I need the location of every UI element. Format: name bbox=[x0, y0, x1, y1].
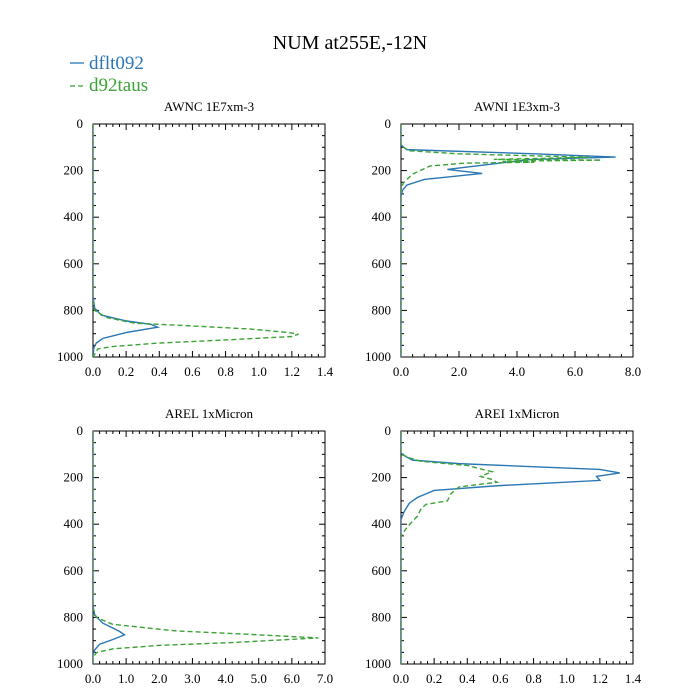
x-tick-label: 0.4 bbox=[459, 671, 476, 686]
x-tick-label: 0.0 bbox=[393, 364, 409, 379]
y-tick-label: 1000 bbox=[57, 349, 83, 364]
y-tick-label: 0 bbox=[77, 116, 84, 131]
panel-awni: AWNI 1E3xm-3 0.0 2.0 4.0 6.0 8.0 0 200 400 600 800… bbox=[365, 99, 641, 379]
series-line-dflt092-arei bbox=[401, 431, 620, 664]
y-tick-label: 400 bbox=[64, 516, 84, 531]
legend: dflt092 d92taus bbox=[70, 53, 148, 96]
x-tick-label: 1.4 bbox=[317, 364, 334, 379]
x-tick-label: 0.6 bbox=[184, 364, 201, 379]
y-tick-label: 200 bbox=[372, 163, 392, 178]
x-tick-label: 4.0 bbox=[509, 364, 525, 379]
x-tick-label: 6.0 bbox=[567, 364, 583, 379]
x-tick-label: 0.2 bbox=[118, 364, 134, 379]
y-tick-label: 800 bbox=[372, 302, 392, 317]
series-line-d92taus-awni bbox=[401, 124, 602, 357]
y-tick-label: 600 bbox=[64, 256, 84, 271]
x-tick-label: 1.2 bbox=[592, 671, 608, 686]
x-tick-label: 5.0 bbox=[251, 671, 267, 686]
y-tick-label: 400 bbox=[372, 209, 392, 224]
y-tick-label: 400 bbox=[64, 209, 84, 224]
y-tick-label: 800 bbox=[372, 609, 392, 624]
x-tick-label: 1.0 bbox=[118, 671, 134, 686]
y-tick-label: 200 bbox=[64, 470, 84, 485]
y-tick-label: 200 bbox=[64, 163, 84, 178]
panel-title-awni: AWNI 1E3xm-3 bbox=[474, 99, 560, 114]
y-tick-label: 1000 bbox=[365, 349, 391, 364]
figure-title: NUM at255E,-12N bbox=[273, 32, 427, 54]
legend-label-dflt092: dflt092 bbox=[89, 53, 144, 74]
panel-arel: AREL 1xMicron 0.0 1.0 2.0 3.0 4.0 5.0 6.0 7.0 0 20… bbox=[57, 406, 333, 686]
y-tick-label: 1000 bbox=[57, 656, 83, 671]
y-tick-label: 200 bbox=[372, 470, 392, 485]
series-line-dflt092-awni bbox=[401, 124, 616, 357]
x-tick-label: 0.0 bbox=[85, 364, 101, 379]
x-tick-label: 3.0 bbox=[184, 671, 200, 686]
panel-awnc: AWNC 1E7xm-3 0.0 0.2 0.4 0.6 0.8 1.0 1.2 1.4 0 200… bbox=[57, 99, 334, 379]
x-tick-label: 1.2 bbox=[284, 364, 300, 379]
x-tick-label: 1.4 bbox=[625, 671, 642, 686]
y-tick-label: 800 bbox=[64, 609, 84, 624]
panel-title-awnc: AWNC 1E7xm-3 bbox=[164, 99, 254, 114]
series-line-d92taus-awnc bbox=[93, 124, 299, 357]
y-tick-label: 1000 bbox=[365, 656, 391, 671]
x-tick-label: 6.0 bbox=[284, 671, 300, 686]
x-tick-label: 8.0 bbox=[625, 364, 641, 379]
x-tick-label: 4.0 bbox=[217, 671, 233, 686]
x-tick-label: 2.0 bbox=[451, 364, 467, 379]
x-tick-label: 1.0 bbox=[251, 364, 267, 379]
y-tick-label: 800 bbox=[64, 302, 84, 317]
series-line-d92taus-arel bbox=[93, 431, 319, 664]
panel-arei: AREI 1xMicron 0.0 0.2 0.4 0.6 0.8 1.0 1.2 1.4 0 20… bbox=[365, 406, 642, 686]
x-tick-label: 0.2 bbox=[426, 671, 442, 686]
plot-frame-arel bbox=[92, 430, 326, 665]
series-line-dflt092-arel bbox=[93, 431, 126, 664]
y-tick-label: 0 bbox=[385, 116, 392, 131]
y-tick-label: 0 bbox=[385, 423, 392, 438]
x-tick-label: 1.0 bbox=[559, 671, 575, 686]
series-line-d92taus-arei bbox=[401, 431, 500, 664]
legend-label-d92taus: d92taus bbox=[89, 75, 148, 96]
series-line-dflt092-awnc bbox=[93, 124, 161, 357]
x-tick-label: 0.8 bbox=[217, 364, 233, 379]
panel-title-arei: AREI 1xMicron bbox=[475, 406, 560, 421]
x-tick-label: 2.0 bbox=[151, 671, 167, 686]
y-tick-label: 0 bbox=[77, 423, 84, 438]
x-tick-label: 0.6 bbox=[492, 671, 509, 686]
plot-frame-awnc bbox=[92, 123, 326, 358]
x-tick-label: 0.0 bbox=[393, 671, 409, 686]
panel-title-arel: AREL 1xMicron bbox=[165, 406, 253, 421]
y-tick-label: 600 bbox=[372, 563, 392, 578]
x-tick-label: 0.8 bbox=[525, 671, 541, 686]
y-tick-label: 400 bbox=[372, 516, 392, 531]
y-tick-label: 600 bbox=[64, 563, 84, 578]
y-tick-label: 600 bbox=[372, 256, 392, 271]
x-tick-label: 0.0 bbox=[85, 671, 101, 686]
x-tick-label: 0.4 bbox=[151, 364, 168, 379]
x-tick-label: 7.0 bbox=[317, 671, 333, 686]
